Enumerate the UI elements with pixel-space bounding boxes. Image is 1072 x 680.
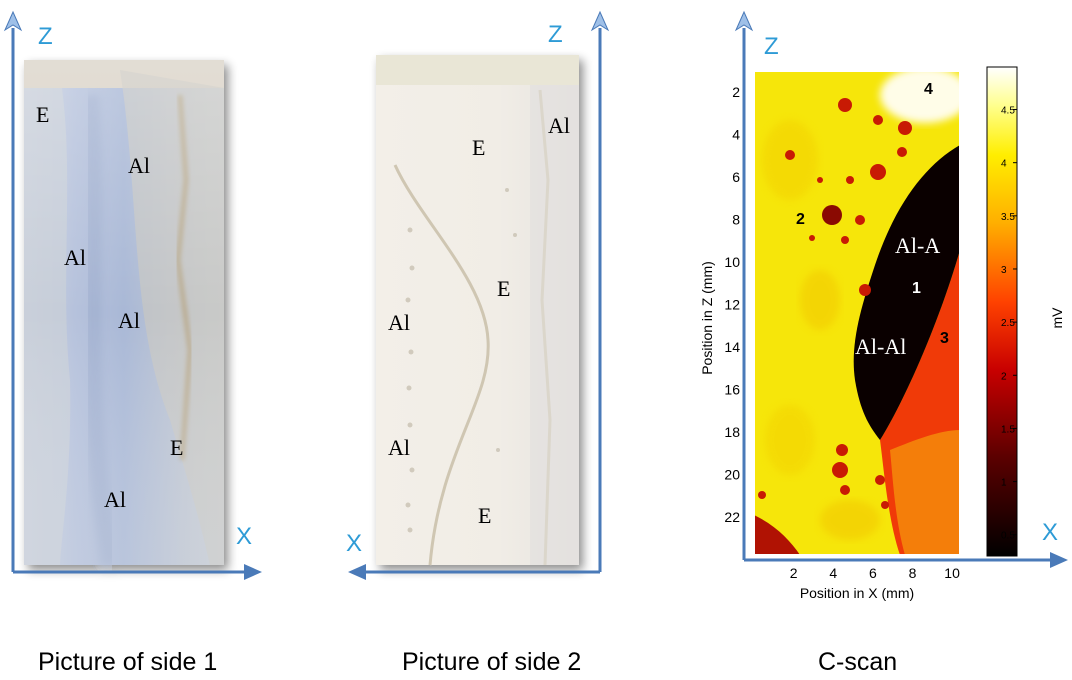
side-2-x-letter: X [346, 530, 362, 557]
side-1-z-letter: Z [38, 23, 53, 50]
side-2-label-e-3: E [478, 503, 491, 528]
colorbar-tick-label: 4 [1001, 159, 1007, 170]
side-1-caption: Picture of side 1 [38, 648, 217, 676]
c-scan-x-axis-label: Position in X (mm) [800, 585, 914, 601]
side-1-x-arrowhead [244, 564, 262, 580]
c-scan-x-letter: X [1042, 519, 1058, 546]
colorbar-tick-label: 1.5 [1001, 424, 1015, 435]
c-scan-label-al-a: Al-A [895, 233, 940, 258]
c-scan-label-2: 2 [796, 211, 805, 228]
y-tick-label: 6 [732, 169, 740, 185]
c-scan-y-ticks: 2 4 6 8 10 12 14 16 18 20 22 [724, 84, 740, 525]
y-tick-label: 10 [724, 254, 740, 270]
side-2-label-e-2: E [497, 276, 510, 301]
side-1-x-letter: X [236, 523, 252, 550]
panel-side-2: Al E E Al Al E Z X Picture of side 2 [346, 10, 610, 676]
side-2-caption: Picture of side 2 [402, 648, 581, 676]
x-tick-label: 4 [829, 565, 837, 581]
c-scan-colorbar: 0.5 1 1.5 2 2.5 3 3.5 4 4.5 mV [986, 66, 1065, 557]
colorbar-label: mV [1049, 307, 1065, 329]
side-2-z-letter: Z [548, 21, 563, 48]
side-2-label-al-1: Al [388, 310, 410, 335]
side-2-label-al-2: Al [388, 435, 410, 460]
panel-side-1: E Al Al Al E Al Z X Picture of side 1 [3, 10, 262, 676]
y-tick-label: 14 [724, 339, 740, 355]
side-1-label-al-2: Al [64, 245, 86, 270]
colorbar-tick-label: 0.5 [1001, 531, 1015, 542]
c-scan-orange-band [890, 430, 960, 555]
c-scan-z-arrowhead [734, 10, 754, 32]
c-scan-caption: C-scan [818, 648, 897, 676]
y-tick-label: 16 [724, 381, 740, 397]
x-tick-label: 10 [944, 565, 960, 581]
side-2-label-e-1: E [472, 135, 485, 160]
x-tick-label: 8 [909, 565, 917, 581]
y-tick-label: 8 [732, 212, 740, 228]
y-tick-label: 22 [724, 509, 740, 525]
side-2-label-al-top: Al [548, 113, 570, 138]
c-scan-z-letter: Z [764, 33, 779, 60]
y-tick-label: 2 [732, 84, 740, 100]
y-tick-label: 4 [732, 127, 740, 143]
colorbar-ticks: 0.5 1 1.5 2 2.5 3 3.5 4 4.5 [1001, 106, 1017, 542]
colorbar-tick-label: 4.5 [1001, 106, 1015, 117]
c-scan-label-1: 1 [912, 280, 921, 297]
side-1-label-al-1: Al [128, 153, 150, 178]
c-scan-frame [753, 70, 961, 556]
y-tick-label: 18 [724, 424, 740, 440]
x-tick-label: 6 [869, 565, 877, 581]
side-1-label-al-3: Al [118, 308, 140, 333]
c-scan-label-4: 4 [924, 81, 933, 98]
colorbar-tick-label: 1 [1001, 478, 1007, 489]
colorbar-tick-label: 3 [1001, 265, 1007, 276]
c-scan-y-axis-label: Position in Z (mm) [699, 261, 715, 375]
c-scan-corner-spot [754, 515, 800, 555]
side-2-axes: Z X [346, 10, 610, 580]
x-tick-label: 2 [790, 565, 798, 581]
c-scan-annotations: 4 2 Al-A 1 3 Al-Al [796, 81, 949, 359]
side-1-label-e-bottom: E [170, 435, 183, 460]
colorbar-gradient [986, 66, 1018, 557]
side-1-region-labels: E Al Al Al E Al [36, 102, 183, 512]
c-scan-defect-spots [758, 98, 912, 509]
c-scan-label-3: 3 [940, 330, 949, 347]
side-1-axes: Z X [3, 10, 262, 580]
side-2-photo [376, 55, 579, 566]
side-1-z-arrowhead [3, 10, 23, 32]
c-scan-x-ticks: 2 4 6 8 10 [790, 565, 960, 581]
c-scan-x-arrowhead [1050, 552, 1068, 568]
side-2-z-arrowhead [590, 10, 610, 32]
c-scan-axes: Z X [734, 10, 1068, 568]
c-scan-image [754, 71, 960, 555]
side-2-region-labels: Al E E Al Al E [388, 113, 570, 528]
side-1-photo [24, 60, 224, 567]
side-1-label-al-4: Al [104, 487, 126, 512]
c-scan-label-al-al: Al-Al [855, 334, 906, 359]
y-tick-label: 12 [724, 297, 740, 313]
colorbar-tick-label: 2.5 [1001, 318, 1015, 329]
c-scan-dark-region [853, 145, 960, 440]
colorbar-tick-label: 3.5 [1001, 212, 1015, 223]
c-scan-bright-corner [880, 71, 960, 123]
colorbar-tick-label: 2 [1001, 371, 1007, 382]
side-1-label-e-top: E [36, 102, 49, 127]
side-2-x-arrowhead [348, 564, 366, 580]
y-tick-label: 20 [724, 466, 740, 482]
